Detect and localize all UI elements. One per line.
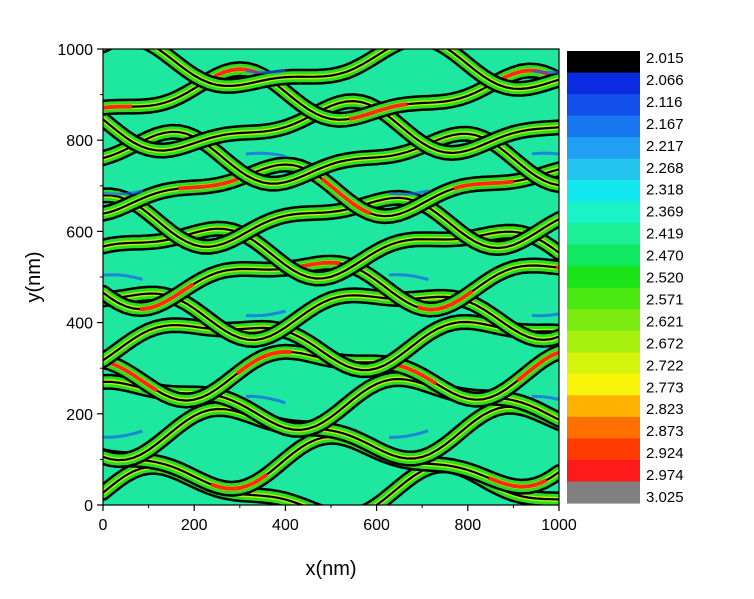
x-tick-label: 400 — [272, 517, 299, 534]
y-tick-label: 200 — [66, 407, 93, 424]
colorbar-band — [567, 330, 640, 353]
colorbar-band — [567, 158, 640, 181]
stripe-ridge — [156, 49, 559, 91]
y-tick-label: 400 — [66, 316, 93, 333]
y-tick-label: 600 — [66, 224, 93, 241]
colorbar — [567, 51, 640, 504]
colorbar-band — [567, 395, 640, 418]
colorbar-label: 2.116 — [646, 94, 682, 111]
stripe-ridge — [103, 320, 559, 372]
colorbar-band — [567, 459, 640, 483]
colorbar-band — [567, 223, 640, 246]
colorbar-band — [567, 115, 640, 138]
colorbar-band — [567, 137, 640, 160]
colorbar-label: 2.571 — [646, 291, 684, 308]
colorbar-label: 2.470 — [646, 248, 684, 265]
colorbar-band — [567, 72, 640, 95]
colorbar-label: 2.318 — [646, 182, 684, 199]
colorbar-label: 2.268 — [646, 160, 684, 177]
x-axis-title: x(nm) — [305, 558, 356, 580]
colorbar-label: 2.873 — [646, 423, 684, 440]
colorbar-label: 2.621 — [646, 313, 684, 330]
colorbar-label: 2.167 — [646, 116, 684, 133]
stripe-ridge — [103, 405, 559, 462]
colorbar-band — [567, 201, 640, 224]
stripe-pattern — [103, 49, 559, 505]
colorbar-labels: 2.015 2.066 2.116 2.167 2.217 2.268 2.318 2.369… — [646, 50, 684, 506]
x-axis: 0 200 400 600 800 1000 — [99, 505, 577, 534]
colorbar-label: 2.924 — [646, 445, 684, 462]
colorbar-band — [567, 416, 640, 440]
x-tick-label: 800 — [454, 517, 481, 534]
colorbar-label: 2.672 — [646, 335, 684, 352]
colorbar-label: 2.066 — [646, 72, 684, 89]
colorbar-label: 2.974 — [646, 467, 684, 484]
colorbar-band — [567, 373, 640, 396]
stripe-core — [103, 162, 559, 219]
colorbar-band — [567, 266, 640, 289]
colorbar-label: 2.520 — [646, 270, 684, 287]
colorbar-label: 2.823 — [646, 401, 684, 418]
y-tick-label: 800 — [66, 133, 93, 150]
colorbar-label: 2.419 — [646, 226, 684, 243]
stripe-core — [103, 260, 559, 312]
y-axis-title: y(nm) — [23, 251, 45, 302]
y-tick-label: 1000 — [57, 42, 93, 59]
colorbar-band — [567, 309, 640, 332]
colorbar-band — [567, 180, 640, 203]
stripe-ridge — [103, 67, 559, 121]
colorbar-band — [567, 481, 640, 504]
heatmap-plot-area — [103, 49, 559, 505]
colorbar-label: 2.773 — [646, 379, 684, 396]
colorbar-band — [567, 244, 640, 267]
colorbar-label: 2.217 — [646, 138, 684, 155]
colorbar-band — [567, 51, 640, 74]
x-tick-label: 600 — [363, 517, 390, 534]
colorbar-label: 3.025 — [646, 489, 684, 506]
colorbar-label: 2.015 — [646, 50, 684, 67]
x-tick-label: 0 — [99, 517, 108, 534]
colorbar-band — [567, 287, 640, 310]
x-tick-label: 200 — [181, 517, 208, 534]
colorbar-label: 2.722 — [646, 357, 684, 374]
y-tick-label: 0 — [84, 498, 93, 515]
colorbar-band — [567, 438, 640, 461]
colorbar-band — [567, 94, 640, 117]
y-axis: 0 200 400 600 800 1000 — [57, 42, 103, 515]
stripe-ridge — [103, 194, 559, 250]
colorbar-band — [567, 352, 640, 375]
x-tick-label: 1000 — [541, 517, 577, 534]
colorbar-label: 2.369 — [646, 204, 684, 221]
stripe-ridge — [103, 99, 559, 155]
